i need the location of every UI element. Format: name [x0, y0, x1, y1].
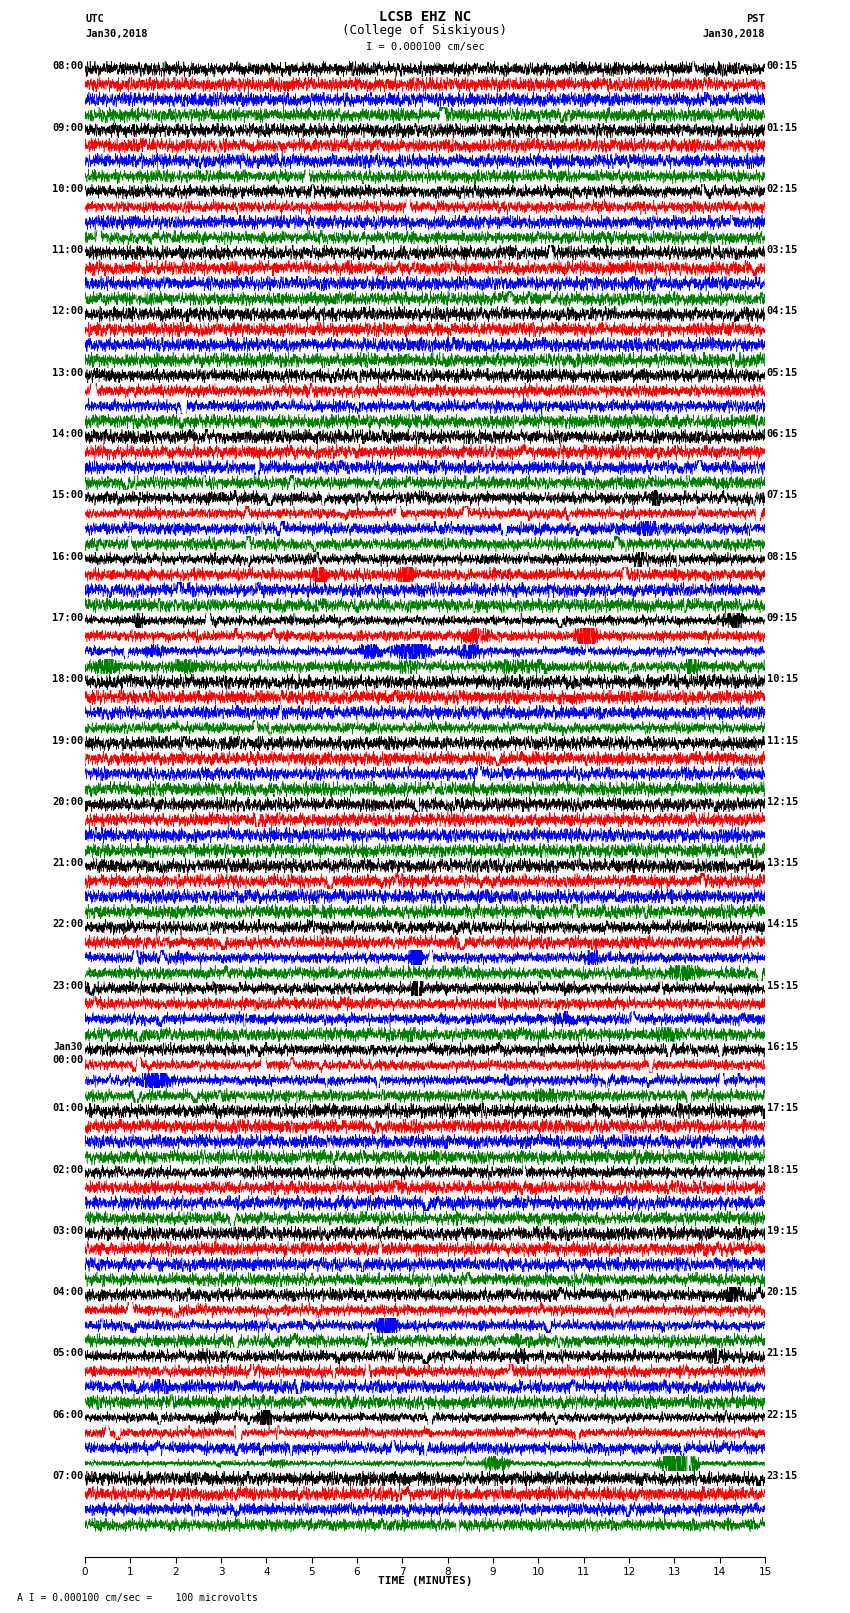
Text: 07:00: 07:00	[52, 1471, 83, 1481]
Text: 23:00: 23:00	[52, 981, 83, 990]
Text: 17:00: 17:00	[52, 613, 83, 623]
Text: 04:15: 04:15	[767, 306, 798, 316]
Text: I = 0.000100 cm/sec: I = 0.000100 cm/sec	[366, 42, 484, 52]
Text: 16:00: 16:00	[52, 552, 83, 561]
Text: 05:15: 05:15	[767, 368, 798, 377]
Text: 18:00: 18:00	[52, 674, 83, 684]
Text: 20:00: 20:00	[52, 797, 83, 806]
Text: 16:15: 16:15	[767, 1042, 798, 1052]
Text: 02:00: 02:00	[52, 1165, 83, 1174]
Text: 03:15: 03:15	[767, 245, 798, 255]
Text: 22:15: 22:15	[767, 1410, 798, 1419]
Text: 15:00: 15:00	[52, 490, 83, 500]
Text: PST: PST	[746, 15, 765, 24]
Text: 03:00: 03:00	[52, 1226, 83, 1236]
Text: 01:15: 01:15	[767, 123, 798, 132]
Text: Jan30: Jan30	[54, 1042, 83, 1052]
Text: 06:15: 06:15	[767, 429, 798, 439]
Text: 17:15: 17:15	[767, 1103, 798, 1113]
Text: 06:00: 06:00	[52, 1410, 83, 1419]
Text: 01:00: 01:00	[52, 1103, 83, 1113]
Text: 04:00: 04:00	[52, 1287, 83, 1297]
Text: 19:00: 19:00	[52, 736, 83, 745]
Text: 00:00: 00:00	[52, 1055, 83, 1065]
Text: 08:15: 08:15	[767, 552, 798, 561]
Text: 05:00: 05:00	[52, 1348, 83, 1358]
Text: Jan30,2018: Jan30,2018	[85, 29, 148, 39]
Text: 07:15: 07:15	[767, 490, 798, 500]
Text: A I = 0.000100 cm/sec =    100 microvolts: A I = 0.000100 cm/sec = 100 microvolts	[17, 1594, 258, 1603]
Text: 13:15: 13:15	[767, 858, 798, 868]
Text: Jan30,2018: Jan30,2018	[702, 29, 765, 39]
Text: 09:00: 09:00	[52, 123, 83, 132]
Text: 11:00: 11:00	[52, 245, 83, 255]
Text: 08:00: 08:00	[52, 61, 83, 71]
Text: 21:15: 21:15	[767, 1348, 798, 1358]
Text: 22:00: 22:00	[52, 919, 83, 929]
Text: 20:15: 20:15	[767, 1287, 798, 1297]
Text: 12:00: 12:00	[52, 306, 83, 316]
Text: 02:15: 02:15	[767, 184, 798, 194]
Text: 00:15: 00:15	[767, 61, 798, 71]
Text: LCSB EHZ NC: LCSB EHZ NC	[379, 10, 471, 24]
Text: 10:15: 10:15	[767, 674, 798, 684]
Text: 14:15: 14:15	[767, 919, 798, 929]
Text: (College of Siskiyous): (College of Siskiyous)	[343, 24, 507, 37]
Text: 12:15: 12:15	[767, 797, 798, 806]
Text: 19:15: 19:15	[767, 1226, 798, 1236]
Text: 23:15: 23:15	[767, 1471, 798, 1481]
Text: 18:15: 18:15	[767, 1165, 798, 1174]
Text: 13:00: 13:00	[52, 368, 83, 377]
Text: 21:00: 21:00	[52, 858, 83, 868]
Text: 09:15: 09:15	[767, 613, 798, 623]
Text: 14:00: 14:00	[52, 429, 83, 439]
Text: 10:00: 10:00	[52, 184, 83, 194]
Text: 11:15: 11:15	[767, 736, 798, 745]
Text: 15:15: 15:15	[767, 981, 798, 990]
Text: UTC: UTC	[85, 15, 104, 24]
Text: TIME (MINUTES): TIME (MINUTES)	[377, 1576, 473, 1586]
